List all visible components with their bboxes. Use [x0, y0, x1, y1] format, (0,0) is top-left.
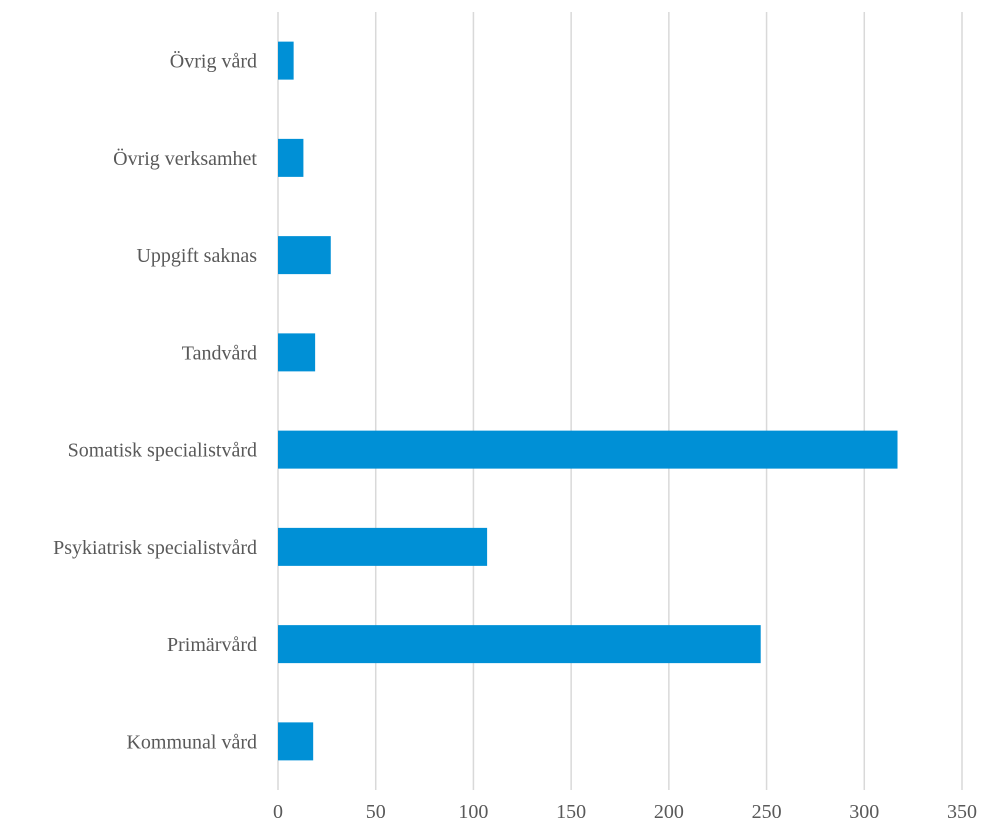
x-tick-label: 100 [458, 801, 488, 823]
bar [278, 41, 294, 80]
gridlines [277, 12, 963, 790]
bar [278, 333, 316, 372]
category-labels: Kommunal vård Primärvård Psykiatrisk speci… [53, 50, 257, 754]
category-label: Somatisk specialistvård [68, 440, 257, 462]
bar [278, 527, 488, 566]
bars [278, 41, 898, 761]
x-tick-label: 350 [947, 801, 977, 823]
x-tick-label: 200 [654, 801, 684, 823]
x-tick-label: 0 [273, 801, 283, 823]
category-label: Tandvård [182, 342, 257, 364]
x-tick-label: 150 [556, 801, 586, 823]
bar [278, 236, 331, 275]
x-tick-label: 250 [752, 801, 782, 823]
category-label: Övrig verksamhet [113, 147, 257, 170]
category-label: Kommunal vård [126, 731, 257, 753]
bar [278, 722, 314, 761]
x-tick-label: 50 [366, 801, 386, 823]
bar [278, 430, 898, 469]
category-label: Övrig vård [170, 50, 257, 73]
x-tick-label: 300 [849, 801, 879, 823]
category-label: Psykiatrisk specialistvård [53, 537, 257, 559]
x-axis-tick-labels: 0 50 100 150 200 250 300 350 [273, 801, 977, 823]
bar [278, 138, 304, 177]
category-label: Uppgift saknas [136, 245, 257, 267]
category-label: Primärvård [167, 634, 257, 656]
bar [278, 625, 761, 664]
